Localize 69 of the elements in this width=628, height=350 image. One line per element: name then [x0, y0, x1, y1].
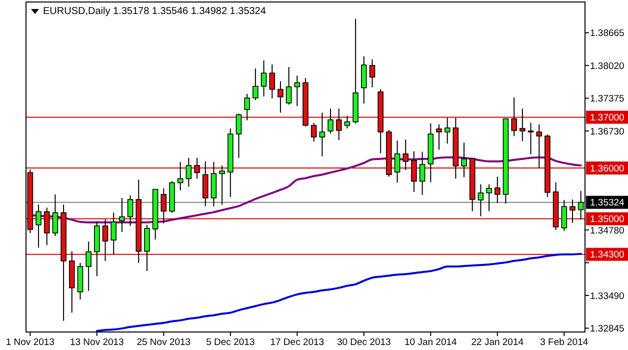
candlestick	[336, 108, 342, 141]
x-tick-label: 25 Nov 2013	[136, 337, 191, 348]
candlestick	[411, 150, 417, 192]
candlestick	[561, 200, 568, 232]
candlestick	[144, 224, 150, 272]
candlestick	[461, 142, 467, 178]
candlestick	[260, 60, 267, 97]
x-tick-label: 22 Jan 2014	[471, 337, 524, 348]
candlestick	[402, 139, 409, 171]
candlestick	[486, 184, 492, 212]
x-tick-label: 1 Nov 2013	[6, 337, 54, 348]
chart-title: EURUSD,Daily 1.35178 1.35546 1.34982 1.35324	[43, 6, 266, 17]
candlestick	[310, 122, 317, 142]
ref-line-label: 1.35324	[590, 198, 624, 209]
candlestick	[494, 176, 500, 204]
candlestick	[286, 66, 292, 106]
candlestick	[102, 218, 108, 262]
candlestick	[252, 68, 258, 100]
candlestick	[369, 58, 376, 88]
y-tick-label: 1.37375	[590, 94, 624, 105]
candlestick	[419, 151, 426, 196]
candlestick	[570, 198, 576, 224]
candlestick	[520, 108, 526, 142]
y-tick-label: 1.38020	[590, 60, 624, 72]
y-tick-label: 1.32845	[590, 324, 624, 335]
x-tick-label: 3 Feb 2014	[540, 337, 588, 348]
candlestick	[119, 197, 125, 232]
candlestick	[202, 160, 208, 207]
candlestick	[328, 108, 334, 134]
y-tick-label: 1.34780	[590, 225, 624, 236]
candlestick	[86, 241, 92, 292]
ref-line-label: 1.35000	[590, 214, 624, 226]
candlestick	[244, 93, 250, 121]
candlestick	[52, 194, 58, 237]
y-tick-label: 1.33490	[590, 290, 624, 302]
y-tick-label: 1.38665	[590, 28, 624, 40]
candlestick	[127, 194, 134, 226]
candlestick	[219, 164, 225, 206]
candlestick	[478, 184, 484, 217]
candlestick	[44, 207, 50, 246]
ref-line-label: 1.34300	[590, 250, 624, 261]
y-tick-label: 1.36730	[590, 126, 624, 138]
candlestick	[319, 112, 326, 157]
candlestick	[160, 188, 167, 224]
candlestick	[278, 80, 284, 114]
x-tick-label: 17 Dec 2013	[270, 337, 324, 348]
candlestick	[194, 157, 200, 180]
candlestick	[344, 115, 350, 129]
candlestick	[36, 204, 42, 248]
candlestick	[269, 64, 276, 99]
candlestick	[436, 124, 442, 150]
candlestick	[536, 124, 542, 169]
x-tick-label: 10 Jan 2014	[404, 337, 457, 348]
ref-line-label: 1.37000	[590, 112, 624, 124]
x-tick-label: 13 Nov 2013	[70, 337, 124, 348]
candlestick	[528, 122, 534, 155]
x-tick-label: 5 Dec 2013	[206, 337, 255, 348]
candlestick	[511, 96, 517, 137]
candlestick	[110, 212, 117, 255]
candlestick	[394, 140, 400, 184]
ref-line-label: 1.36000	[590, 163, 624, 174]
x-tick-label: 30 Dec 2013	[336, 337, 391, 348]
line-series	[96, 252, 582, 332]
candlestick	[236, 113, 242, 158]
candlestick	[361, 56, 367, 104]
candlestick	[444, 117, 450, 144]
candlestick	[177, 161, 184, 191]
candlestick	[186, 157, 192, 188]
candlestick	[294, 75, 300, 107]
